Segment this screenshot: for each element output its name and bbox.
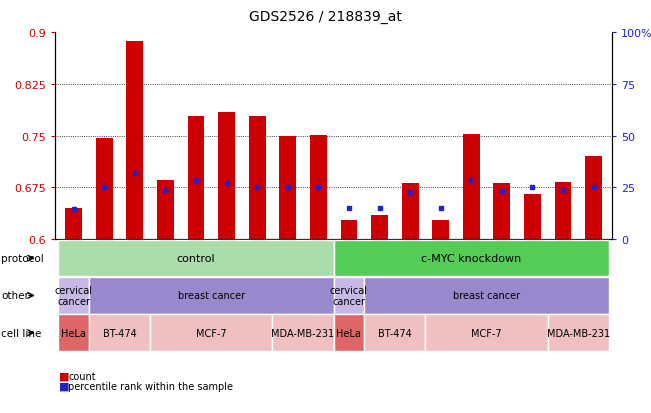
Bar <box>463 135 480 240</box>
Text: BT-474: BT-474 <box>378 328 411 338</box>
Bar <box>340 221 357 240</box>
Bar <box>218 113 235 240</box>
Text: MDA-MB-231: MDA-MB-231 <box>547 328 610 338</box>
Bar <box>524 195 541 240</box>
Bar <box>249 116 266 240</box>
Text: protocol: protocol <box>1 254 44 263</box>
Text: HeLa: HeLa <box>337 328 361 338</box>
Bar <box>371 216 388 240</box>
Text: breast cancer: breast cancer <box>453 291 520 301</box>
Text: breast cancer: breast cancer <box>178 291 245 301</box>
Bar <box>402 183 419 240</box>
Text: cervical
cancer: cervical cancer <box>330 285 368 306</box>
Text: MCF-7: MCF-7 <box>196 328 227 338</box>
Bar <box>157 181 174 240</box>
Text: count: count <box>68 371 96 381</box>
Text: c-MYC knockdown: c-MYC knockdown <box>421 254 521 263</box>
Bar <box>493 184 510 240</box>
Text: BT-474: BT-474 <box>103 328 137 338</box>
Bar <box>279 137 296 240</box>
Bar <box>187 117 204 240</box>
Bar <box>126 42 143 240</box>
Text: ■: ■ <box>59 381 69 391</box>
Text: cell line: cell line <box>1 328 42 338</box>
Bar <box>585 157 602 240</box>
Text: cervical
cancer: cervical cancer <box>55 285 92 306</box>
Bar <box>432 220 449 240</box>
Bar <box>555 183 572 240</box>
Text: MDA-MB-231: MDA-MB-231 <box>271 328 335 338</box>
Bar <box>65 209 82 240</box>
Text: GDS2526 / 218839_at: GDS2526 / 218839_at <box>249 10 402 24</box>
Bar <box>96 138 113 240</box>
Text: percentile rank within the sample: percentile rank within the sample <box>68 381 233 391</box>
Text: ■: ■ <box>59 371 69 381</box>
Text: HeLa: HeLa <box>61 328 86 338</box>
Text: control: control <box>176 254 215 263</box>
Text: MCF-7: MCF-7 <box>471 328 502 338</box>
Bar <box>310 135 327 240</box>
Text: other: other <box>1 291 29 301</box>
